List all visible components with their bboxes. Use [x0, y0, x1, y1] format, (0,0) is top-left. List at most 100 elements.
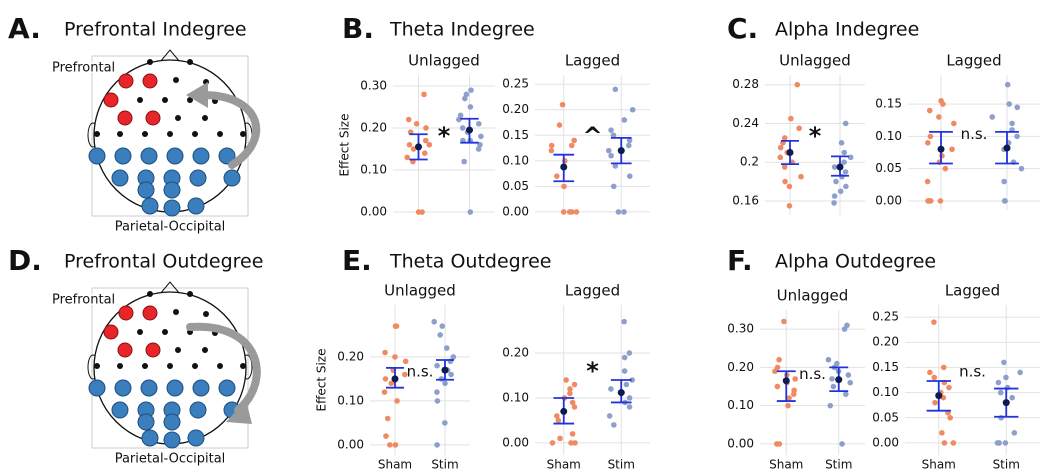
- arrow-head: [186, 82, 208, 108]
- data-point: [940, 364, 947, 371]
- data-point: [475, 146, 482, 152]
- data-point: [560, 209, 567, 215]
- data-point: [401, 371, 408, 378]
- electrode: [175, 115, 181, 121]
- electrode: [203, 311, 209, 317]
- electrode: [137, 181, 155, 199]
- y-tick-label: 0.2: [740, 155, 759, 169]
- electrode: [192, 363, 198, 369]
- y-tick-label: 0.05: [502, 179, 529, 193]
- data-point: [629, 106, 636, 113]
- data-point: [931, 319, 937, 325]
- electrode: [137, 329, 143, 335]
- mean-marker: [617, 389, 625, 397]
- electrode: [111, 169, 129, 187]
- electrode: [163, 413, 181, 431]
- data-point: [951, 120, 957, 127]
- subplot-title: Lagged: [946, 52, 1001, 70]
- electrode: [218, 379, 236, 397]
- data-point: [942, 165, 949, 172]
- data-point: [394, 398, 400, 404]
- electrode: [142, 73, 158, 89]
- data-point: [936, 114, 942, 120]
- data-point: [1006, 101, 1013, 107]
- data-point: [448, 371, 454, 378]
- data-point: [554, 173, 560, 179]
- electrode: [141, 197, 159, 215]
- data-point: [924, 178, 931, 185]
- error-bar: [776, 370, 796, 402]
- significance-label: ^: [582, 122, 602, 150]
- panel-letter: E.: [342, 244, 372, 277]
- electrode: [162, 329, 168, 335]
- data-point: [626, 350, 633, 356]
- data-point: [941, 440, 948, 446]
- y-axis-label: Effect Size: [338, 114, 352, 177]
- data-point: [387, 442, 393, 448]
- y-tick-label: 0.00: [872, 435, 899, 449]
- electrode: [192, 131, 198, 137]
- y-tick-label: 0.15: [875, 97, 902, 111]
- y-tick-label: 0.24: [732, 116, 759, 130]
- x-tick-label: Sham: [547, 458, 581, 470]
- electrode: [118, 73, 134, 89]
- data-point: [833, 178, 839, 185]
- y-tick-label: 0.30: [727, 322, 754, 336]
- data-point: [997, 389, 1004, 396]
- data-point: [606, 413, 613, 419]
- mean-marker: [560, 407, 568, 415]
- electrode: [192, 379, 210, 397]
- significance-label: *: [438, 122, 451, 150]
- electrode: [94, 131, 100, 137]
- electrode: [240, 363, 246, 369]
- electrode: [137, 413, 155, 431]
- data-point: [939, 430, 945, 436]
- data-point: [843, 391, 849, 397]
- data-point: [1002, 440, 1009, 446]
- electrode: [118, 305, 134, 321]
- mean-marker: [441, 366, 449, 374]
- data-point: [1001, 198, 1008, 204]
- y-tick-label: 0.16: [732, 193, 759, 207]
- data-point: [1001, 178, 1007, 185]
- data-point: [937, 198, 944, 204]
- electrode: [223, 169, 241, 187]
- data-point: [774, 441, 780, 447]
- data-point: [571, 404, 578, 410]
- data-point: [940, 101, 946, 107]
- data-point: [947, 414, 953, 421]
- x-tick-label: Stim: [431, 458, 458, 470]
- x-tick-label: Sham: [378, 458, 412, 470]
- data-point: [621, 354, 628, 361]
- data-point: [994, 440, 1001, 446]
- data-point: [629, 377, 635, 383]
- significance-label: *: [586, 357, 599, 385]
- y-tick-label: 0.25: [872, 310, 899, 324]
- head-diagrams: Prefrontal Parietal-Occipital Prefrontal Pa…: [51, 49, 261, 467]
- data-point: [572, 440, 578, 446]
- data-point: [829, 376, 835, 382]
- data-point: [837, 188, 844, 195]
- region-label: Parietal-Occipital: [115, 220, 226, 235]
- panel-letter: A.: [8, 12, 41, 45]
- data-point: [566, 209, 573, 215]
- data-point: [939, 152, 945, 159]
- data-point: [781, 318, 787, 325]
- data-point: [410, 146, 417, 152]
- significance-label: *: [809, 122, 822, 150]
- data-point: [467, 104, 474, 110]
- y-axis-label: Effect Size: [315, 349, 329, 412]
- data-point: [621, 318, 627, 325]
- electrode: [117, 363, 123, 369]
- electrode: [88, 147, 106, 165]
- subplot-title: Lagged: [565, 52, 620, 70]
- y-tick-label: 0.28: [732, 77, 759, 91]
- electrode: [114, 379, 132, 397]
- mean-marker: [937, 145, 945, 153]
- data-point: [548, 142, 555, 149]
- electrode: [189, 401, 207, 419]
- electrode: [217, 131, 223, 137]
- data-point: [563, 377, 569, 383]
- data-point: [781, 164, 788, 170]
